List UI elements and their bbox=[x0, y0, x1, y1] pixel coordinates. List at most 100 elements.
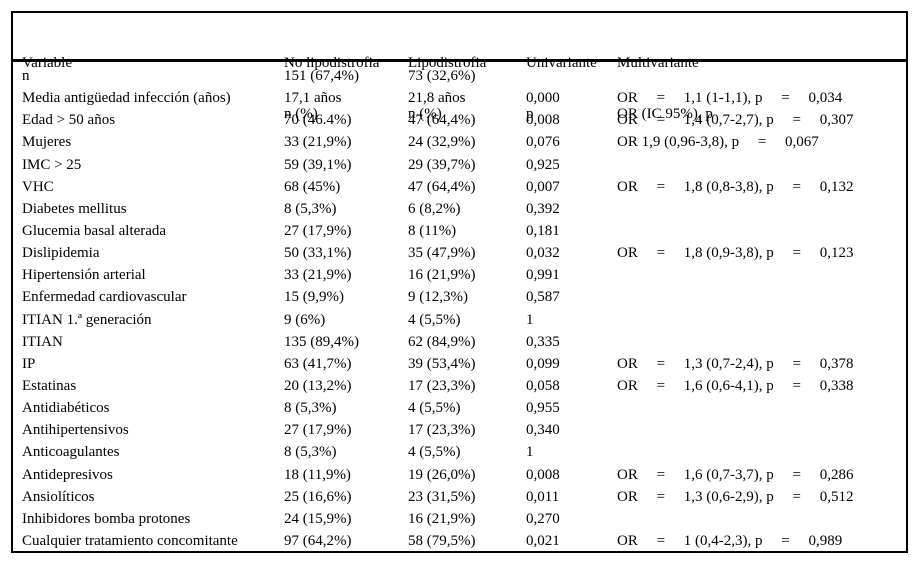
column-header-univariante: Univariante p bbox=[526, 21, 617, 157]
cell-multivariante: OR = 1 (0,4-2,3), p = 0,989 bbox=[617, 533, 843, 550]
column-header-line2: n (%) bbox=[408, 106, 442, 122]
cell-no-lipodistrofia: 27 (17,9%) bbox=[284, 223, 352, 240]
table-row: VHC 68 (45%) 47 (64,4%) 0,007 OR = 1,8 (… bbox=[13, 176, 906, 198]
cell-variable: IP bbox=[22, 355, 36, 372]
table-row: IMC > 25 59 (39,1%) 29 (39,7%) 0,925 bbox=[13, 154, 906, 176]
cell-variable: Dislipidemia bbox=[22, 245, 100, 262]
cell-multivariante: OR 1,9 (0,96-3,8), p = 0,067 bbox=[617, 134, 819, 151]
cell-multivariante: OR = 1,3 (0,6-2,9), p = 0,512 bbox=[617, 488, 854, 505]
cell-lipodistrofia: 47 (64,4%) bbox=[408, 112, 476, 129]
cell-no-lipodistrofia: 20 (13,2%) bbox=[284, 378, 352, 395]
cell-lipodistrofia: 8 (11%) bbox=[408, 223, 457, 240]
cell-lipodistrofia: 9 (12,3%) bbox=[408, 289, 468, 306]
cell-lipodistrofia: 17 (23,3%) bbox=[408, 378, 476, 395]
table-body: n 151 (67,4%) 73 (32,6%) Media antigüeda… bbox=[13, 62, 906, 552]
cell-univariante-p: 0,007 bbox=[526, 178, 560, 195]
table-row: Mujeres 33 (21,9%) 24 (32,9%) 0,076 OR 1… bbox=[13, 131, 906, 153]
table-row: Hipertensión arterial 33 (21,9%) 16 (21,… bbox=[13, 264, 906, 286]
table-row: ITIAN 135 (89,4%) 62 (84,9%) 0,335 bbox=[13, 331, 906, 353]
cell-variable: Antidepresivos bbox=[22, 466, 113, 483]
cell-lipodistrofia: 21,8 años bbox=[408, 90, 466, 107]
table-row: Antihipertensivos 27 (17,9%) 17 (23,3%) … bbox=[13, 419, 906, 441]
cell-univariante-p: 0,021 bbox=[526, 533, 560, 550]
cell-variable: Diabetes mellitus bbox=[22, 200, 127, 217]
table-row: Antidiabéticos 8 (5,3%) 4 (5,5%) 0,955 bbox=[13, 397, 906, 419]
cell-univariante-p: 0,925 bbox=[526, 156, 560, 173]
cell-variable: ITIAN 1.ª generación bbox=[22, 311, 152, 328]
cell-no-lipodistrofia: 17,1 años bbox=[284, 90, 342, 107]
cell-no-lipodistrofia: 8 (5,3%) bbox=[284, 200, 337, 217]
cell-univariante-p: 0,000 bbox=[526, 90, 560, 107]
table-row: n 151 (67,4%) 73 (32,6%) bbox=[13, 65, 906, 87]
cell-variable: VHC bbox=[22, 178, 54, 195]
cell-multivariante: OR = 1,4 (0,7-2,7), p = 0,307 bbox=[617, 112, 854, 129]
table-row: Cualquier tratamiento concomitante 97 (6… bbox=[13, 530, 906, 552]
table-row: Estatinas 20 (13,2%) 17 (23,3%) 0,058 OR… bbox=[13, 375, 906, 397]
cell-variable: Glucemia basal alterada bbox=[22, 223, 167, 240]
cell-lipodistrofia: 4 (5,5%) bbox=[408, 444, 461, 461]
cell-variable: Estatinas bbox=[22, 378, 77, 395]
cell-univariante-p: 0,011 bbox=[526, 488, 560, 505]
column-header-variable: Variable bbox=[22, 21, 284, 157]
cell-variable: Antihipertensivos bbox=[22, 422, 129, 439]
table-row: Inhibidores bomba protones 24 (15,9%) 16… bbox=[13, 508, 906, 530]
cell-univariante-p: 0,032 bbox=[526, 245, 560, 262]
column-header-line1: Univariante bbox=[526, 55, 597, 71]
cell-multivariante: OR = 1,3 (0,7-2,4), p = 0,378 bbox=[617, 355, 854, 372]
cell-lipodistrofia: 29 (39,7%) bbox=[408, 156, 476, 173]
cell-variable: ITIAN bbox=[22, 333, 63, 350]
statistics-table: Variable No lipodistrofia n (%) Lipodist… bbox=[11, 11, 908, 553]
column-header-lipodistrofia: Lipodistrofia n (%) bbox=[408, 21, 526, 157]
cell-lipodistrofia: 23 (31,5%) bbox=[408, 488, 476, 505]
table-row: Anticoagulantes 8 (5,3%) 4 (5,5%) 1 bbox=[13, 441, 906, 463]
cell-univariante-p: 0,955 bbox=[526, 400, 560, 417]
cell-variable: Edad > 50 años bbox=[22, 112, 116, 129]
cell-no-lipodistrofia: 151 (67,4%) bbox=[284, 68, 359, 85]
cell-no-lipodistrofia: 68 (45%) bbox=[284, 178, 341, 195]
cell-no-lipodistrofia: 63 (41,7%) bbox=[284, 355, 352, 372]
column-header-line1: Multivariante bbox=[617, 55, 699, 71]
cell-no-lipodistrofia: 15 (9,9%) bbox=[284, 289, 344, 306]
column-header-line1: Variable bbox=[22, 55, 72, 71]
cell-variable: n bbox=[22, 68, 30, 85]
cell-lipodistrofia: 16 (21,9%) bbox=[408, 267, 476, 284]
cell-lipodistrofia: 47 (64,4%) bbox=[408, 178, 476, 195]
cell-no-lipodistrofia: 97 (64,2%) bbox=[284, 533, 352, 550]
cell-variable: Media antigüedad infección (años) bbox=[22, 90, 231, 107]
cell-variable: Cualquier tratamiento concomitante bbox=[22, 533, 238, 550]
cell-univariante-p: 1 bbox=[526, 444, 534, 461]
cell-no-lipodistrofia: 27 (17,9%) bbox=[284, 422, 352, 439]
cell-variable: IMC > 25 bbox=[22, 156, 82, 173]
cell-no-lipodistrofia: 33 (21,9%) bbox=[284, 267, 352, 284]
cell-lipodistrofia: 16 (21,9%) bbox=[408, 510, 476, 527]
column-header-line1: No lipodistrofia bbox=[284, 55, 380, 71]
column-header-multivariante: Multivariante OR (IC 95%), p bbox=[617, 21, 906, 157]
cell-univariante-p: 0,008 bbox=[526, 466, 560, 483]
table-row: Enfermedad cardiovascular 15 (9,9%) 9 (1… bbox=[13, 286, 906, 308]
cell-multivariante: OR = 1,8 (0,9-3,8), p = 0,123 bbox=[617, 245, 854, 262]
cell-multivariante: OR = 1,1 (1-1,1), p = 0,034 bbox=[617, 90, 843, 107]
cell-no-lipodistrofia: 50 (33,1%) bbox=[284, 245, 352, 262]
cell-univariante-p: 0,099 bbox=[526, 355, 560, 372]
cell-no-lipodistrofia: 135 (89,4%) bbox=[284, 333, 359, 350]
cell-lipodistrofia: 6 (8,2%) bbox=[408, 200, 461, 217]
cell-multivariante: OR = 1,6 (0,7-3,7), p = 0,286 bbox=[617, 466, 854, 483]
cell-variable: Hipertensión arterial bbox=[22, 267, 146, 284]
cell-no-lipodistrofia: 24 (15,9%) bbox=[284, 510, 352, 527]
cell-no-lipodistrofia: 8 (5,3%) bbox=[284, 444, 337, 461]
table-row: Edad > 50 años 70 (46.4%) 47 (64,4%) 0,0… bbox=[13, 109, 906, 131]
table-row: Ansiolíticos 25 (16,6%) 23 (31,5%) 0,011… bbox=[13, 486, 906, 508]
cell-no-lipodistrofia: 59 (39,1%) bbox=[284, 156, 352, 173]
cell-univariante-p: 0,991 bbox=[526, 267, 560, 284]
cell-univariante-p: 0,587 bbox=[526, 289, 560, 306]
table-row: ITIAN 1.ª generación 9 (6%) 4 (5,5%) 1 bbox=[13, 309, 906, 331]
cell-no-lipodistrofia: 9 (6%) bbox=[284, 311, 326, 328]
cell-variable: Inhibidores bomba protones bbox=[22, 510, 191, 527]
table-row: Dislipidemia 50 (33,1%) 35 (47,9%) 0,032… bbox=[13, 242, 906, 264]
cell-univariante-p: 0,270 bbox=[526, 510, 560, 527]
cell-lipodistrofia: 4 (5,5%) bbox=[408, 311, 461, 328]
cell-univariante-p: 0,058 bbox=[526, 378, 560, 395]
cell-lipodistrofia: 73 (32,6%) bbox=[408, 68, 476, 85]
cell-variable: Antidiabéticos bbox=[22, 400, 110, 417]
cell-lipodistrofia: 58 (79,5%) bbox=[408, 533, 476, 550]
